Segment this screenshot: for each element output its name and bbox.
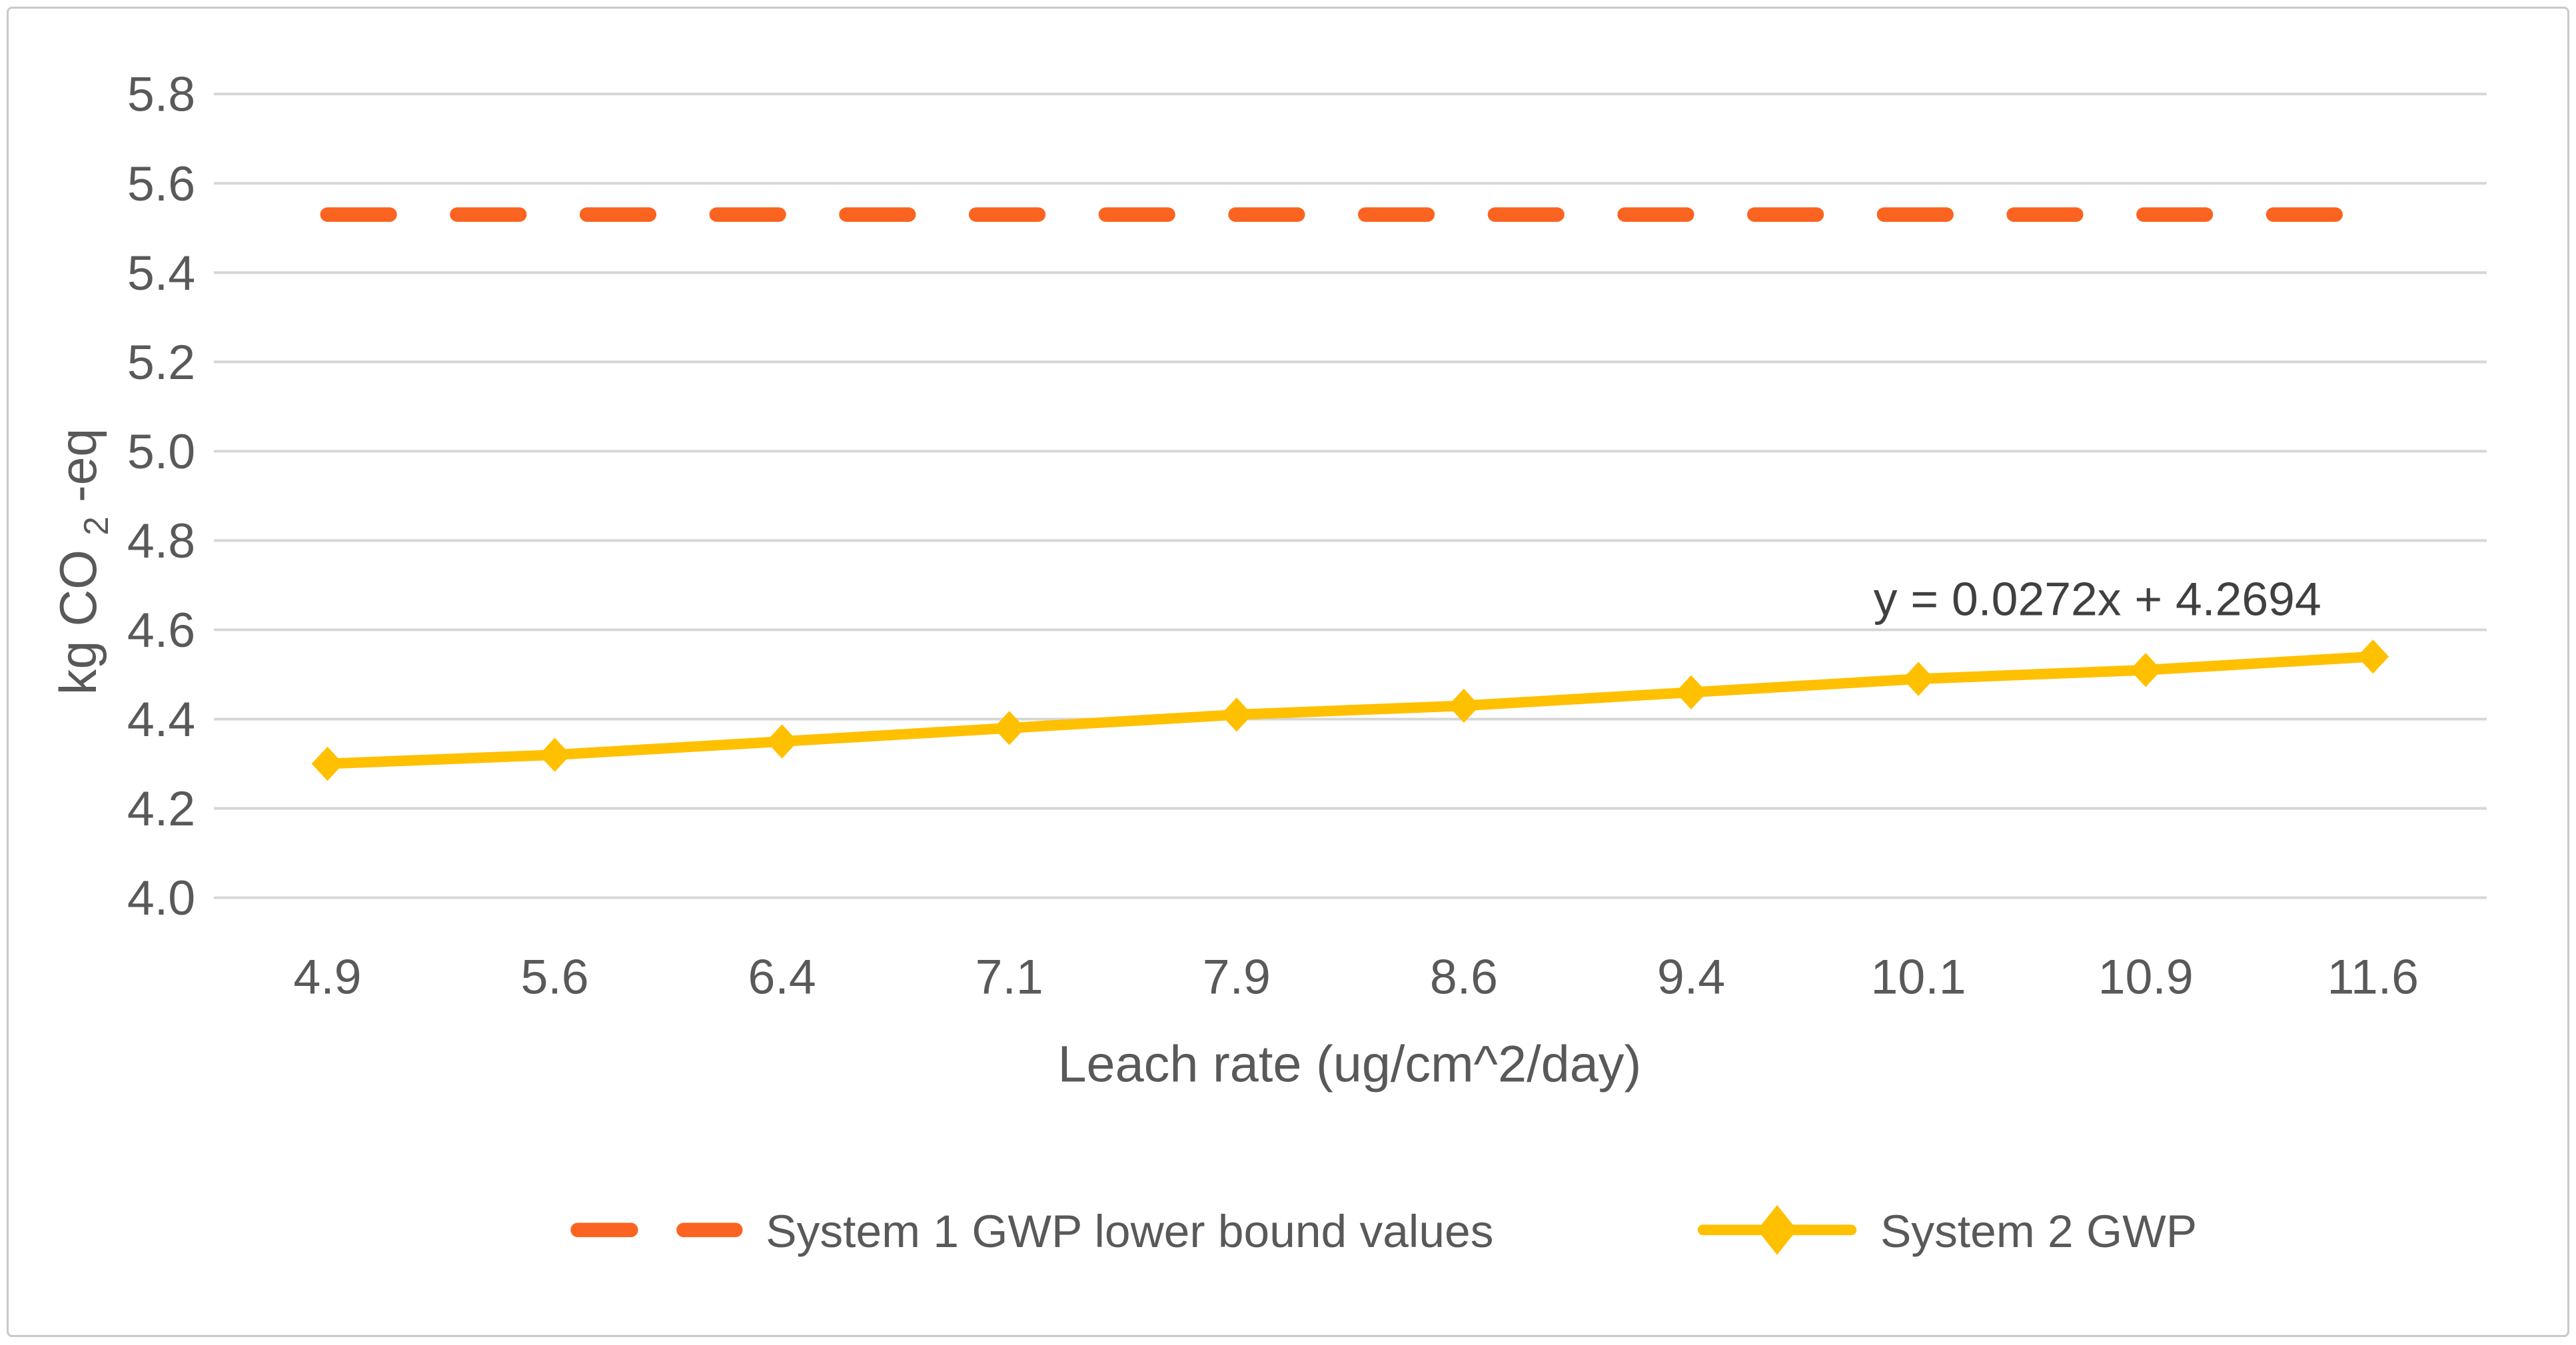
data-point-diamond bbox=[993, 711, 1025, 745]
x-tick-labels: 4.9 5.6 6.4 7.1 7.9 8.6 9.4 10.1 10.9 11.6 bbox=[293, 950, 2419, 1005]
x-tick-label: 4.9 bbox=[293, 950, 361, 1005]
y-axis-title: kg CO 2 -eq bbox=[50, 428, 119, 695]
x-tick-label: 5.6 bbox=[520, 950, 588, 1005]
y-tick-label: 5.0 bbox=[127, 424, 195, 479]
y-axis-title-pre: kg CO bbox=[50, 550, 107, 695]
x-tick-label: 10.9 bbox=[2098, 950, 2194, 1005]
legend-label-system2: System 2 GWP bbox=[1880, 1205, 2197, 1257]
legend-label-system1: System 1 GWP lower bound values bbox=[766, 1205, 1493, 1257]
data-point-diamond bbox=[1902, 662, 1934, 696]
chart-svg: 4.0 4.2 4.4 4.6 4.8 5.0 5.2 5.4 5.6 5.8 4.9 5.6 6.4… bbox=[50, 67, 2487, 1257]
data-point-diamond bbox=[311, 746, 344, 781]
legend: System 1 GWP lower bound values System 2… bbox=[570, 1204, 2197, 1257]
x-axis-title: Leach rate (ug/cm^2/day) bbox=[1057, 1036, 1641, 1093]
data-point-diamond bbox=[2357, 640, 2389, 674]
data-point-diamond bbox=[1448, 688, 1480, 723]
y-tick-label: 4.0 bbox=[127, 871, 195, 925]
y-tick-label: 4.4 bbox=[127, 692, 195, 747]
data-point-diamond bbox=[2130, 653, 2162, 687]
legend-sample-system2-diamond-icon bbox=[1757, 1204, 1797, 1255]
x-tick-label: 7.1 bbox=[975, 950, 1043, 1005]
data-point-diamond bbox=[1675, 675, 1707, 709]
y-tick-label: 4.6 bbox=[127, 603, 195, 658]
y-tick-label: 5.8 bbox=[127, 67, 195, 122]
y-tick-labels: 4.0 4.2 4.4 4.6 4.8 5.0 5.2 5.4 5.6 5.8 bbox=[127, 67, 195, 925]
x-tick-label: 10.1 bbox=[1871, 950, 1966, 1005]
y-axis-title-subscript: 2 bbox=[77, 516, 115, 535]
y-tick-label: 5.6 bbox=[127, 157, 195, 211]
series-system2-gwp bbox=[311, 640, 2389, 781]
trendline-equation: y = 0.0272x + 4.2694 bbox=[1874, 574, 2321, 626]
y-tick-label: 4.8 bbox=[127, 514, 195, 568]
y-tick-label: 5.2 bbox=[127, 335, 195, 390]
data-point-diamond bbox=[766, 724, 798, 759]
x-tick-label: 11.6 bbox=[2327, 950, 2419, 1005]
data-point-diamond bbox=[1220, 697, 1253, 732]
gridlines bbox=[213, 93, 2487, 899]
data-point-diamond bbox=[538, 737, 571, 772]
chart-frame: 4.0 4.2 4.4 4.6 4.8 5.0 5.2 5.4 5.6 5.8 4.9 5.6 6.4… bbox=[7, 7, 2569, 1337]
x-tick-label: 9.4 bbox=[1657, 950, 1725, 1005]
y-tick-label: 5.4 bbox=[127, 246, 195, 300]
y-axis-title-post: -eq bbox=[50, 428, 107, 502]
x-tick-label: 8.6 bbox=[1430, 950, 1498, 1005]
x-tick-label: 6.4 bbox=[748, 950, 816, 1005]
x-tick-label: 7.9 bbox=[1203, 950, 1271, 1005]
y-tick-label: 4.2 bbox=[127, 781, 195, 836]
series-line bbox=[322, 651, 2379, 769]
